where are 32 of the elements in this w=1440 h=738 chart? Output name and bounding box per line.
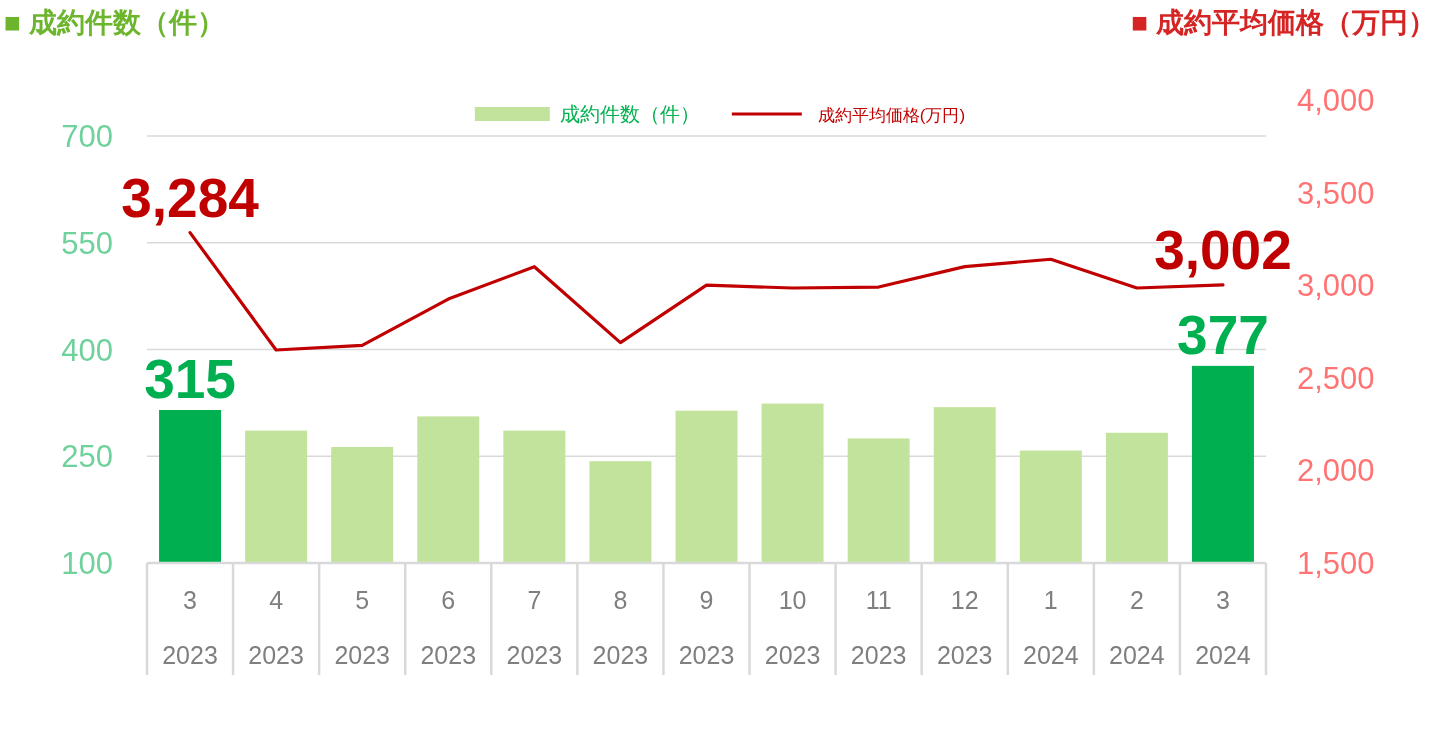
legend-label: 成約件数（件）	[559, 103, 700, 125]
x-tick-label: 9 2023	[678, 586, 735, 669]
data-label: 3,002	[1154, 218, 1292, 281]
y2-tick-label: 2,500	[1297, 360, 1375, 396]
x-tick-label: 12 2023	[936, 586, 993, 669]
x-tick-label: 5 2023	[334, 586, 390, 669]
x-tick-label: 3 2024	[1195, 586, 1251, 669]
legend-label: 成約平均価格(万円)	[817, 106, 966, 125]
x-tick-label: 11 2023	[850, 586, 907, 669]
y-tick-label: 250	[61, 439, 113, 475]
y2-axis-title: ■ 成約平均価格（万円）	[1131, 7, 1436, 38]
x-tick-label: 10 2023	[764, 586, 821, 669]
data-label: 315	[144, 347, 236, 410]
x-tick-label: 1 2024	[1023, 586, 1079, 669]
y-axis-title: ■ 成約件数（件）	[4, 7, 225, 38]
y-tick-label: 550	[61, 225, 113, 261]
y-tick-label: 400	[61, 332, 113, 368]
y2-tick-label: 1,500	[1297, 546, 1375, 581]
data-label: 3,284	[121, 166, 260, 229]
x-tick-label: 6 2023	[420, 586, 477, 669]
y2-tick-label: 2,000	[1297, 453, 1375, 489]
x-tick-label: 8 2023	[592, 586, 649, 669]
x-tick-label: 7 2023	[506, 586, 563, 669]
x-tick-label: 3 2023	[162, 586, 218, 669]
x-tick-label: 4 2023	[248, 586, 304, 669]
y-tick-label: 700	[61, 119, 113, 154]
data-label: 377	[1177, 303, 1269, 366]
y2-tick-label: 3,000	[1297, 268, 1375, 304]
y2-tick-label: 4,000	[1297, 83, 1375, 118]
x-tick-label: 2 2024	[1109, 586, 1165, 669]
y2-tick-label: 3,500	[1297, 175, 1375, 211]
y-tick-label: 100	[61, 546, 113, 581]
